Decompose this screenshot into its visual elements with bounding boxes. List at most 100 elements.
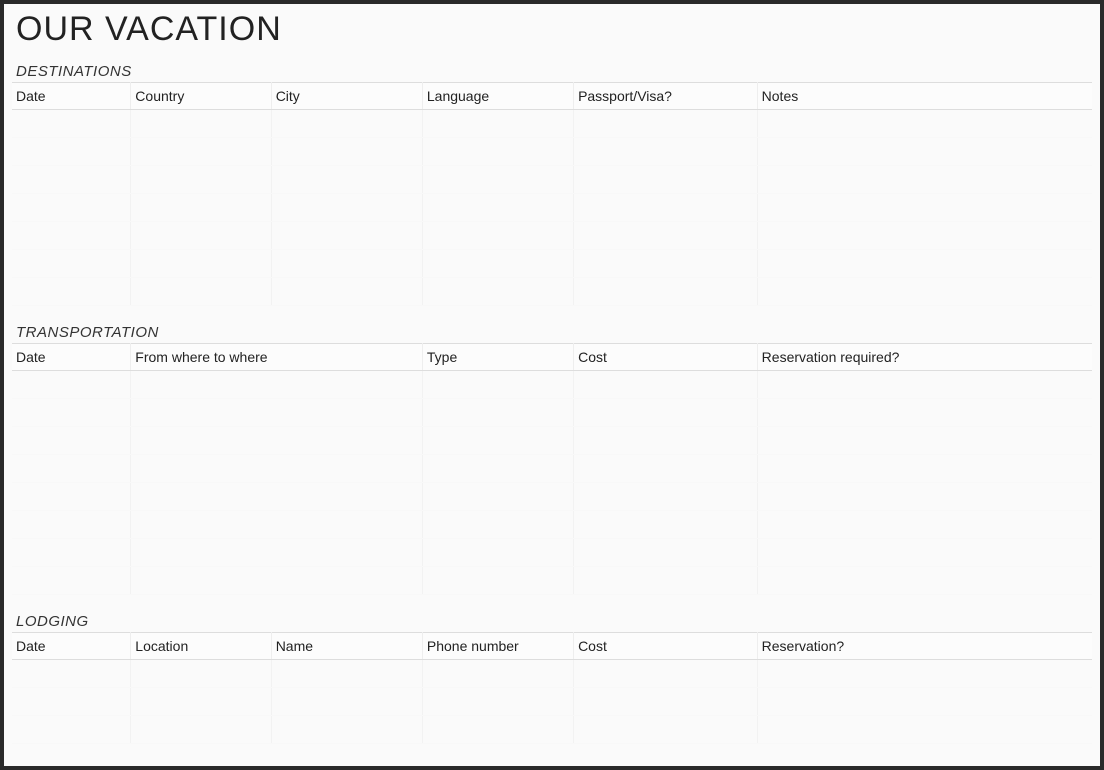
- destinations-cell[interactable]: [131, 222, 271, 250]
- destinations-cell[interactable]: [271, 110, 422, 138]
- transportation-cell[interactable]: [574, 539, 758, 567]
- lodging-cell[interactable]: [271, 688, 422, 716]
- transportation-cell[interactable]: [131, 371, 423, 399]
- transportation-cell[interactable]: [131, 455, 423, 483]
- destinations-cell[interactable]: [422, 278, 573, 306]
- destinations-cell[interactable]: [422, 194, 573, 222]
- lodging-cell[interactable]: [757, 688, 1092, 716]
- destinations-cell[interactable]: [131, 138, 271, 166]
- destinations-cell[interactable]: [422, 110, 573, 138]
- destinations-cell[interactable]: [574, 110, 758, 138]
- destinations-cell[interactable]: [757, 138, 1092, 166]
- destinations-cell[interactable]: [12, 278, 131, 306]
- lodging-cell[interactable]: [131, 688, 271, 716]
- lodging-cell[interactable]: [12, 688, 131, 716]
- transportation-cell[interactable]: [757, 455, 1092, 483]
- destinations-cell[interactable]: [757, 278, 1092, 306]
- transportation-cell[interactable]: [757, 483, 1092, 511]
- destinations-cell[interactable]: [12, 166, 131, 194]
- destinations-cell[interactable]: [12, 222, 131, 250]
- transportation-cell[interactable]: [574, 567, 758, 595]
- transportation-cell[interactable]: [12, 539, 131, 567]
- transportation-cell[interactable]: [574, 371, 758, 399]
- transportation-cell[interactable]: [574, 455, 758, 483]
- destinations-cell[interactable]: [271, 222, 422, 250]
- destinations-cell[interactable]: [131, 166, 271, 194]
- transportation-cell[interactable]: [422, 455, 573, 483]
- lodging-cell[interactable]: [574, 716, 758, 744]
- transportation-cell[interactable]: [757, 539, 1092, 567]
- lodging-cell[interactable]: [422, 660, 573, 688]
- lodging-cell[interactable]: [131, 716, 271, 744]
- lodging-cell[interactable]: [12, 660, 131, 688]
- destinations-cell[interactable]: [574, 278, 758, 306]
- lodging-cell[interactable]: [12, 716, 131, 744]
- lodging-cell[interactable]: [422, 716, 573, 744]
- transportation-cell[interactable]: [757, 567, 1092, 595]
- transportation-cell[interactable]: [757, 371, 1092, 399]
- lodging-cell[interactable]: [757, 716, 1092, 744]
- transportation-cell[interactable]: [574, 483, 758, 511]
- transportation-cell[interactable]: [757, 427, 1092, 455]
- destinations-cell[interactable]: [131, 110, 271, 138]
- lodging-cell[interactable]: [757, 660, 1092, 688]
- transportation-cell[interactable]: [422, 427, 573, 455]
- transportation-cell[interactable]: [131, 511, 423, 539]
- destinations-cell[interactable]: [12, 250, 131, 278]
- destinations-cell[interactable]: [422, 166, 573, 194]
- destinations-cell[interactable]: [574, 166, 758, 194]
- transportation-cell[interactable]: [12, 427, 131, 455]
- destinations-cell[interactable]: [131, 194, 271, 222]
- destinations-cell[interactable]: [271, 250, 422, 278]
- destinations-cell[interactable]: [422, 138, 573, 166]
- transportation-cell[interactable]: [422, 399, 573, 427]
- destinations-cell[interactable]: [757, 110, 1092, 138]
- transportation-cell[interactable]: [422, 567, 573, 595]
- lodging-cell[interactable]: [271, 716, 422, 744]
- transportation-cell[interactable]: [131, 427, 423, 455]
- destinations-cell[interactable]: [757, 166, 1092, 194]
- destinations-cell[interactable]: [271, 194, 422, 222]
- transportation-cell[interactable]: [422, 539, 573, 567]
- lodging-cell[interactable]: [422, 688, 573, 716]
- lodging-cell[interactable]: [271, 660, 422, 688]
- destinations-cell[interactable]: [422, 250, 573, 278]
- destinations-cell[interactable]: [757, 250, 1092, 278]
- destinations-cell[interactable]: [271, 166, 422, 194]
- lodging-cell[interactable]: [574, 660, 758, 688]
- transportation-cell[interactable]: [131, 567, 423, 595]
- destinations-cell[interactable]: [574, 194, 758, 222]
- transportation-cell[interactable]: [131, 539, 423, 567]
- destinations-cell[interactable]: [271, 278, 422, 306]
- destinations-cell[interactable]: [757, 194, 1092, 222]
- destinations-cell[interactable]: [131, 250, 271, 278]
- destinations-cell[interactable]: [422, 222, 573, 250]
- destinations-cell[interactable]: [757, 222, 1092, 250]
- lodging-cell[interactable]: [574, 688, 758, 716]
- lodging-cell[interactable]: [131, 660, 271, 688]
- destinations-cell[interactable]: [131, 278, 271, 306]
- transportation-cell[interactable]: [422, 483, 573, 511]
- destinations-cell[interactable]: [574, 138, 758, 166]
- destinations-cell[interactable]: [574, 222, 758, 250]
- transportation-cell[interactable]: [574, 399, 758, 427]
- destinations-cell[interactable]: [12, 110, 131, 138]
- destinations-cell[interactable]: [574, 250, 758, 278]
- transportation-cell[interactable]: [574, 427, 758, 455]
- transportation-cell[interactable]: [422, 371, 573, 399]
- transportation-cell[interactable]: [12, 455, 131, 483]
- destinations-cell[interactable]: [12, 138, 131, 166]
- transportation-cell[interactable]: [757, 399, 1092, 427]
- transportation-cell[interactable]: [422, 511, 573, 539]
- transportation-cell[interactable]: [574, 511, 758, 539]
- transportation-cell[interactable]: [12, 567, 131, 595]
- transportation-cell[interactable]: [131, 399, 423, 427]
- transportation-cell[interactable]: [131, 483, 423, 511]
- transportation-cell[interactable]: [12, 371, 131, 399]
- destinations-cell[interactable]: [271, 138, 422, 166]
- transportation-cell[interactable]: [12, 483, 131, 511]
- transportation-cell[interactable]: [12, 511, 131, 539]
- destinations-cell[interactable]: [12, 194, 131, 222]
- transportation-cell[interactable]: [12, 399, 131, 427]
- transportation-cell[interactable]: [757, 511, 1092, 539]
